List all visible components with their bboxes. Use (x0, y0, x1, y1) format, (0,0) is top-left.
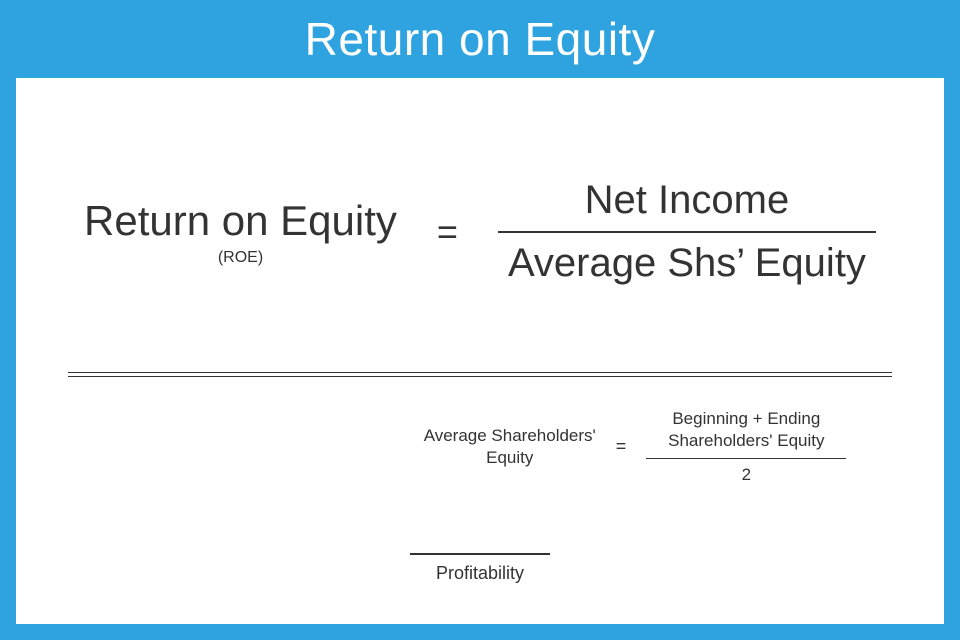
sub-denominator: 2 (742, 459, 751, 485)
section-divider (68, 372, 892, 377)
sub-num-line1: Beginning + Ending (672, 409, 820, 428)
sub-fraction: Beginning + Ending Shareholders' Equity … (646, 408, 846, 485)
equals-sign: = (437, 211, 458, 253)
formula-lhs: Return on Equity (ROE) (84, 197, 397, 267)
lhs-abbreviation: (ROE) (218, 249, 263, 267)
main-denominator: Average Shs’ Equity (498, 233, 876, 286)
lhs-label: Return on Equity (84, 197, 397, 245)
content-panel: Return on Equity (ROE) = Net Income Aver… (16, 78, 944, 624)
sub-numerator: Beginning + Ending Shareholders' Equity (668, 408, 824, 458)
category-rule (410, 553, 550, 555)
sub-num-line2: Shareholders' Equity (668, 431, 824, 450)
category-label: Profitability (410, 563, 550, 584)
main-formula: Return on Equity (ROE) = Net Income Aver… (16, 178, 944, 286)
sub-formula: Average Shareholders' Equity = Beginning… (16, 408, 944, 485)
header-bar: Return on Equity (0, 0, 960, 78)
sub-equals-sign: = (616, 436, 627, 457)
main-fraction: Net Income Average Shs’ Equity (498, 178, 876, 286)
page-title: Return on Equity (305, 12, 656, 66)
sub-lhs-line1: Average Shareholders' (424, 426, 596, 445)
sub-lhs-line2: Equity (486, 448, 533, 467)
category-block: Profitability (410, 553, 550, 584)
main-numerator: Net Income (575, 178, 800, 231)
sub-lhs: Average Shareholders' Equity (424, 425, 596, 469)
